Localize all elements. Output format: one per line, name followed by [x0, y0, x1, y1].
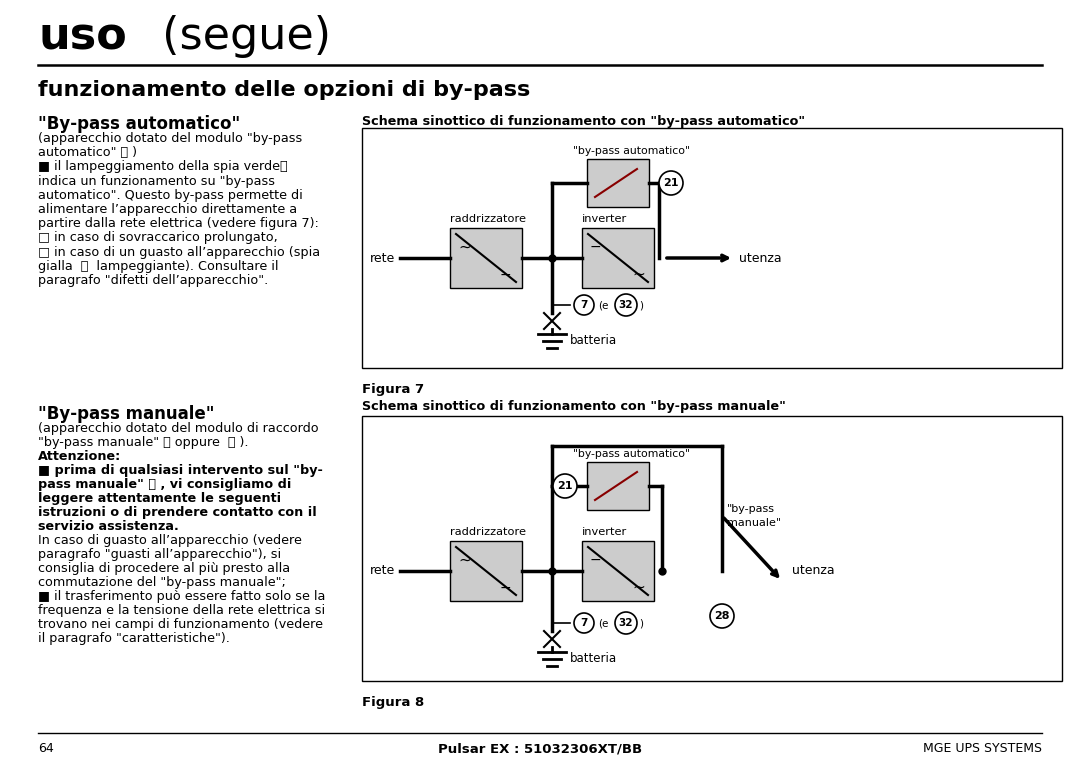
Bar	[588, 462, 649, 510]
Text: inverter: inverter	[582, 214, 627, 224]
Text: In caso di guasto all’apparecchio (vedere: In caso di guasto all’apparecchio (veder…	[38, 534, 302, 547]
Text: ~: ~	[458, 240, 471, 255]
Text: (e: (e	[598, 300, 608, 310]
Text: "by-pass automatico": "by-pass automatico"	[573, 449, 690, 459]
Text: commutazione del "by-pass manuale";: commutazione del "by-pass manuale";	[38, 576, 286, 589]
Circle shape	[710, 604, 734, 628]
Text: utenza: utenza	[739, 251, 782, 264]
Text: (apparecchio dotato del modulo "by-pass: (apparecchio dotato del modulo "by-pass	[38, 132, 302, 145]
Text: inverter: inverter	[582, 527, 627, 537]
Text: "By-pass manuale": "By-pass manuale"	[38, 405, 215, 423]
Text: automatico". Questo by-pass permette di: automatico". Questo by-pass permette di	[38, 189, 302, 202]
Text: alimentare l’apparecchio direttamente a: alimentare l’apparecchio direttamente a	[38, 203, 297, 216]
Text: raddrizzatore: raddrizzatore	[450, 214, 526, 224]
Text: Schema sinottico di funzionamento con "by-pass manuale": Schema sinottico di funzionamento con "b…	[362, 400, 786, 413]
Bar	[450, 541, 522, 601]
Text: rete: rete	[370, 251, 395, 264]
Text: Figura 8: Figura 8	[362, 696, 424, 709]
Text: 21: 21	[663, 178, 678, 188]
Text: −: −	[590, 240, 602, 254]
Text: trovano nei campi di funzionamento (vedere: trovano nei campi di funzionamento (vede…	[38, 618, 323, 631]
Text: MGE UPS SYSTEMS: MGE UPS SYSTEMS	[923, 742, 1042, 755]
Text: il paragrafo "caratteristiche").: il paragrafo "caratteristiche").	[38, 632, 230, 645]
Text: leggere attentamente le seguenti: leggere attentamente le seguenti	[38, 492, 281, 505]
Text: Figura 7: Figura 7	[362, 383, 424, 396]
Circle shape	[573, 613, 594, 633]
Text: consiglia di procedere al più presto alla: consiglia di procedere al più presto all…	[38, 562, 291, 575]
Text: 28: 28	[714, 611, 730, 621]
Text: 7: 7	[580, 618, 588, 628]
Bar	[362, 416, 1062, 681]
Bar	[362, 128, 1062, 368]
Text: ■ il trasferimento può essere fatto solo se la: ■ il trasferimento può essere fatto solo…	[38, 590, 325, 603]
Text: −: −	[500, 581, 512, 595]
Text: automatico" ⒵ ): automatico" ⒵ )	[38, 146, 137, 159]
Text: −: −	[500, 268, 512, 282]
Text: frequenza e la tensione della rete elettrica si: frequenza e la tensione della rete elett…	[38, 604, 325, 617]
Text: paragrafo "difetti dell’apparecchio".: paragrafo "difetti dell’apparecchio".	[38, 274, 268, 287]
Text: funzionamento delle opzioni di by-pass: funzionamento delle opzioni di by-pass	[38, 80, 530, 100]
Text: istruzioni o di prendere contatto con il: istruzioni o di prendere contatto con il	[38, 506, 316, 519]
Bar	[450, 228, 522, 288]
Text: ~: ~	[458, 553, 471, 568]
Text: "by-pass manuale" Ⓓ oppure  Ⓕ ).: "by-pass manuale" Ⓓ oppure Ⓕ ).	[38, 436, 248, 449]
Text: Schema sinottico di funzionamento con "by-pass automatico": Schema sinottico di funzionamento con "b…	[362, 115, 805, 128]
Text: rete: rete	[370, 565, 395, 578]
Text: ): )	[639, 300, 643, 310]
Bar	[582, 541, 654, 601]
Text: −: −	[590, 553, 602, 567]
Text: batteria: batteria	[570, 335, 617, 348]
Circle shape	[573, 295, 594, 315]
Text: Attenzione:: Attenzione:	[38, 450, 121, 463]
Text: partire dalla rete elettrica (vedere figura 7):: partire dalla rete elettrica (vedere fig…	[38, 217, 319, 230]
Text: utenza: utenza	[792, 565, 835, 578]
Text: ): )	[639, 618, 643, 628]
Text: "by-pass automatico": "by-pass automatico"	[573, 146, 690, 156]
Text: 32: 32	[619, 300, 633, 310]
Text: "by-pass
manuale": "by-pass manuale"	[727, 504, 781, 528]
Text: Pulsar EX : 51032306XT/BB: Pulsar EX : 51032306XT/BB	[437, 742, 643, 755]
Text: raddrizzatore: raddrizzatore	[450, 527, 526, 537]
Circle shape	[659, 171, 683, 195]
Text: □ in caso di sovraccarico prolungato,: □ in caso di sovraccarico prolungato,	[38, 231, 278, 244]
Text: servizio assistenza.: servizio assistenza.	[38, 520, 179, 533]
Text: paragrafo "guasti all’apparecchio"), si: paragrafo "guasti all’apparecchio"), si	[38, 548, 281, 561]
Text: (apparecchio dotato del modulo di raccordo: (apparecchio dotato del modulo di raccor…	[38, 422, 319, 435]
Text: 21: 21	[557, 481, 572, 491]
Text: ~: ~	[632, 580, 645, 595]
Text: "By-pass automatico": "By-pass automatico"	[38, 115, 240, 133]
Text: 7: 7	[580, 300, 588, 310]
Bar	[588, 159, 649, 207]
Text: 64: 64	[38, 742, 54, 755]
Text: ~: ~	[632, 267, 645, 282]
Text: batteria: batteria	[570, 652, 617, 665]
Text: ■ prima di qualsiasi intervento sul "by-: ■ prima di qualsiasi intervento sul "by-	[38, 464, 323, 477]
Text: □ in caso di un guasto all’apparecchio (spia: □ in caso di un guasto all’apparecchio (…	[38, 245, 320, 258]
Circle shape	[615, 612, 637, 634]
Circle shape	[615, 294, 637, 316]
Bar	[582, 228, 654, 288]
Text: uso: uso	[38, 15, 126, 58]
Text: (e: (e	[598, 618, 608, 628]
Circle shape	[553, 474, 577, 498]
Text: ■ il lampeggiamento della spia verdeⓕ: ■ il lampeggiamento della spia verdeⓕ	[38, 160, 287, 173]
Text: (segue): (segue)	[148, 15, 330, 58]
Text: indica un funzionamento su "by-pass: indica un funzionamento su "by-pass	[38, 175, 275, 188]
Text: pass manuale" Ⓖ , vi consigliamo di: pass manuale" Ⓖ , vi consigliamo di	[38, 478, 292, 491]
Text: gialla  ⓙ  lampeggiante). Consultare il: gialla ⓙ lampeggiante). Consultare il	[38, 260, 279, 273]
Text: 32: 32	[619, 618, 633, 628]
